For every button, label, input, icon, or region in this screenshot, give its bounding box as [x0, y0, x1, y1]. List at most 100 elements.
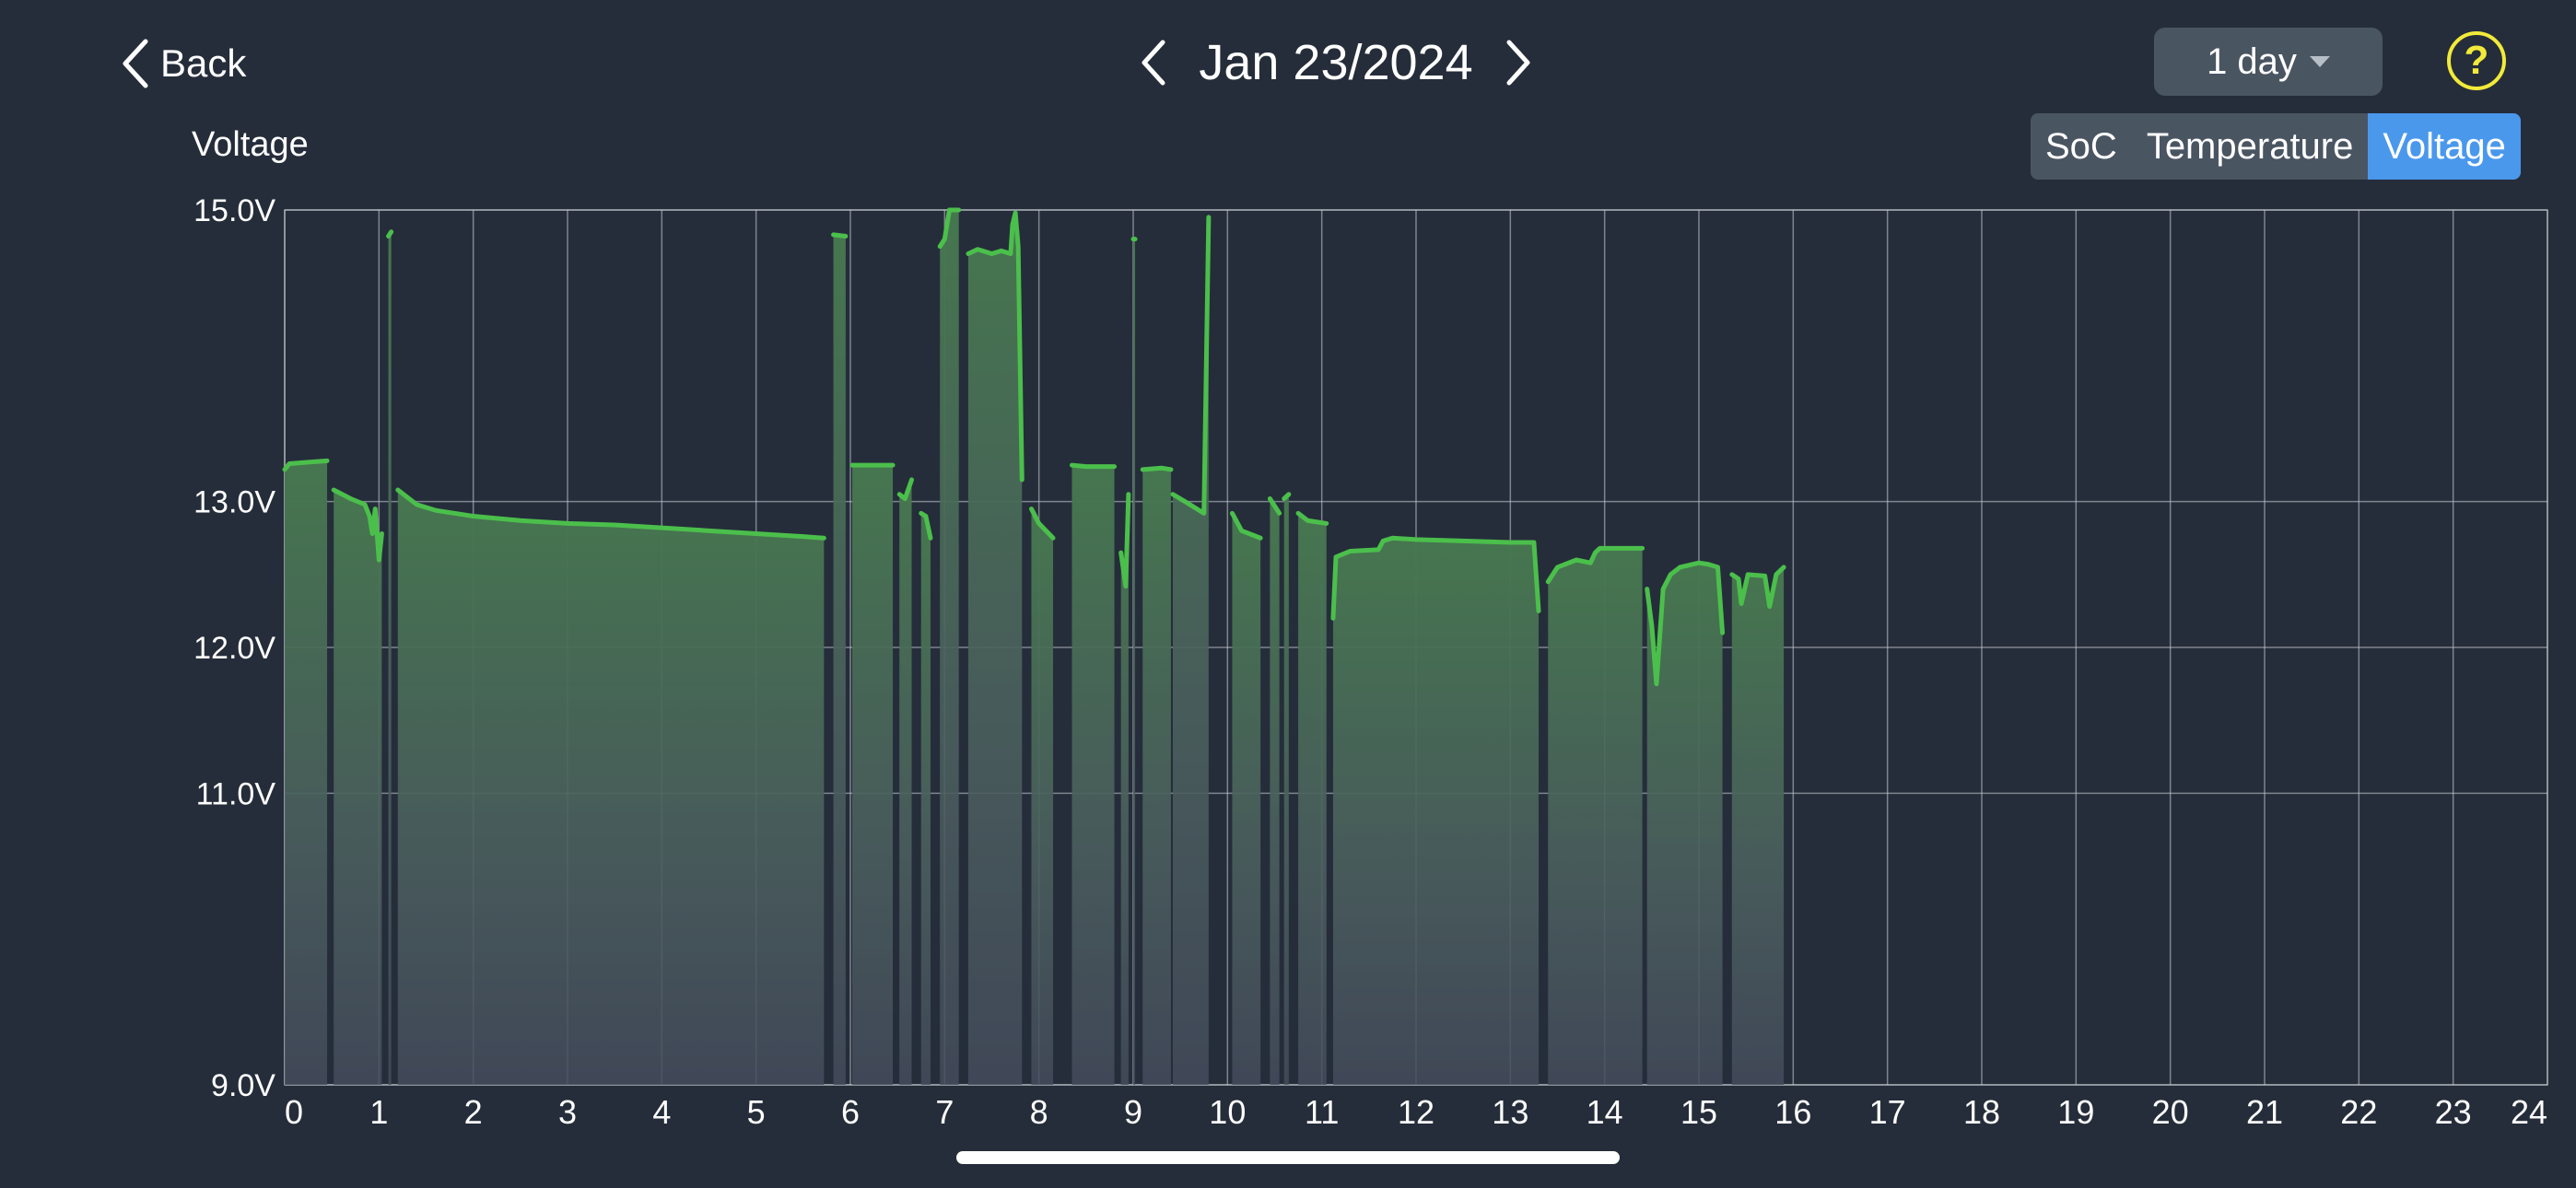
area-segment [1232, 513, 1261, 1085]
line-segment [1028, 507, 1056, 541]
area-segment [1142, 468, 1171, 1085]
y-tick-label: 11.0V [196, 776, 276, 811]
area-segment [1332, 538, 1540, 1085]
y-tick-label: 13.0V [193, 485, 275, 520]
line-segment [1645, 560, 1726, 687]
x-tick-label: 8 [1030, 1093, 1048, 1131]
date-label: Jan 23/2024 [1199, 35, 1473, 90]
x-tick-label: 1 [369, 1093, 388, 1131]
x-tick-label: 12 [1398, 1093, 1434, 1131]
x-axis-ticks: 0 1 2 3 4 5 6 7 8 9 10 11 12 13 14 15 16 17 18 19 20 21 22 23 24 [285, 1093, 2547, 1131]
area-segment [967, 213, 1023, 1085]
y-axis-title: Voltage [192, 125, 309, 164]
previous-day-button[interactable] [1133, 35, 1174, 90]
back-label: Back [160, 41, 247, 85]
date-navigator: Jan 23/2024 [1133, 28, 1539, 98]
x-tick-label: 6 [841, 1093, 860, 1131]
line-segment [1545, 545, 1645, 585]
x-tick-label: 3 [558, 1093, 577, 1131]
area-segment [920, 513, 931, 1085]
area-segment [1120, 494, 1129, 1085]
line-segment [1229, 510, 1263, 541]
x-tick-label: 5 [747, 1093, 766, 1131]
area-segment [1731, 566, 1785, 1085]
x-tick-label: 10 [1209, 1093, 1246, 1131]
chevron-left-icon [123, 39, 148, 88]
area-segment [899, 479, 912, 1085]
line-segment [395, 487, 826, 541]
area-segment [397, 490, 825, 1085]
line-segment [1330, 535, 1541, 621]
line-segment [1267, 496, 1282, 516]
area-segment [852, 465, 894, 1085]
help-button[interactable]: ? [2447, 31, 2506, 90]
line-segment [1282, 492, 1292, 501]
area-segment [833, 234, 846, 1085]
area-segment [1172, 216, 1209, 1085]
segment-voltage[interactable]: Voltage [2368, 113, 2521, 180]
y-tick-label: 12.0V [193, 631, 275, 666]
home-indicator [956, 1151, 1620, 1164]
area-segment [334, 490, 382, 1085]
line-segment [331, 487, 384, 563]
x-tick-label: 20 [2152, 1093, 2189, 1131]
metric-segmented-control: SoC Temperature Voltage [2031, 113, 2521, 180]
x-tick-label: 2 [464, 1093, 483, 1131]
area-segment [285, 460, 328, 1085]
line-segment [896, 477, 915, 501]
voltage-area [285, 210, 1785, 1086]
voltage-line [282, 207, 1786, 687]
area-segment [1133, 239, 1136, 1086]
area-segment [940, 210, 959, 1085]
line-segment [1118, 492, 1131, 588]
x-tick-label: 19 [2057, 1093, 2094, 1131]
y-tick-label: 15.0V [193, 193, 275, 228]
chevron-left-icon [1142, 40, 1165, 86]
x-tick-label: 7 [935, 1093, 954, 1131]
segment-temperature[interactable]: Temperature [2146, 125, 2354, 167]
x-tick-label: 17 [1869, 1093, 1906, 1131]
x-tick-label: 4 [652, 1093, 671, 1131]
line-segment [1069, 462, 1118, 470]
area-segment [1548, 548, 1643, 1085]
line-segment [937, 207, 962, 250]
line-segment [1140, 465, 1174, 472]
line-segment [1170, 215, 1212, 516]
area-segment [1283, 494, 1289, 1085]
x-tick-label: 15 [1680, 1093, 1717, 1131]
area-segment [1270, 498, 1280, 1085]
back-button[interactable]: Back [118, 35, 246, 92]
area-segment [1646, 563, 1723, 1085]
x-tick-label: 23 [2435, 1093, 2472, 1131]
y-tick-label: 9.0V [211, 1068, 275, 1103]
x-tick-label: 14 [1587, 1093, 1623, 1131]
line-segment [386, 229, 394, 239]
x-tick-label: 21 [2246, 1093, 2283, 1131]
time-range-dropdown[interactable]: 1 day [2154, 28, 2383, 96]
segment-soc[interactable]: SoC [2045, 125, 2117, 167]
x-tick-label: 0 [285, 1093, 303, 1131]
line-segment [282, 458, 330, 472]
line-segment [1729, 565, 1786, 610]
line-segment [966, 210, 1025, 483]
line-segment [831, 232, 849, 239]
area-segment [1298, 513, 1327, 1085]
x-tick-label: 18 [1963, 1093, 2000, 1131]
line-segment [919, 510, 933, 541]
x-tick-label: 9 [1124, 1093, 1142, 1131]
caret-down-icon [2309, 56, 2330, 67]
question-mark-icon: ? [2464, 38, 2489, 83]
x-tick-label: 16 [1774, 1093, 1811, 1131]
next-day-button[interactable] [1498, 35, 1539, 90]
x-tick-label: 11 [1305, 1093, 1339, 1131]
chevron-right-icon [1506, 40, 1530, 86]
x-tick-label: 24 [2511, 1093, 2547, 1131]
x-tick-label: 22 [2340, 1093, 2377, 1131]
area-segment [388, 231, 392, 1085]
time-range-label: 1 day [2207, 41, 2297, 82]
area-segment [1071, 465, 1115, 1085]
area-segment [1031, 508, 1054, 1085]
line-segment [1295, 510, 1329, 526]
y-axis-ticks: 15.0V 13.0V 12.0V 11.0V 9.0V [193, 193, 275, 1103]
